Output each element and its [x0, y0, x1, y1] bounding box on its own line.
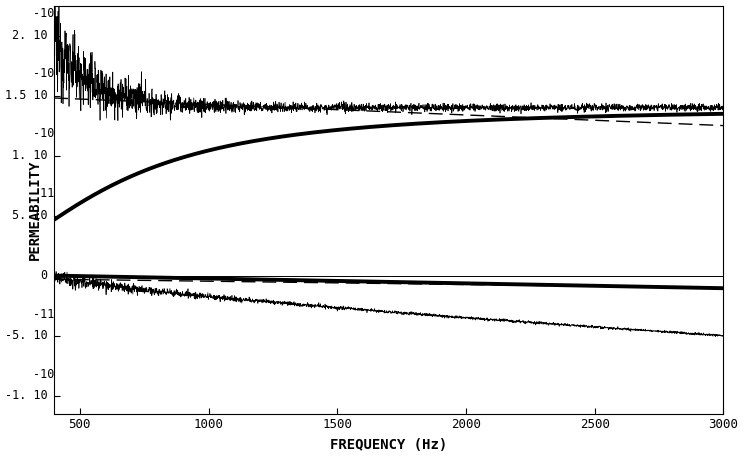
- Text: -5. 10: -5. 10: [4, 329, 48, 342]
- Text: -11: -11: [33, 307, 54, 321]
- Text: -10: -10: [33, 67, 54, 81]
- Text: 5. 10: 5. 10: [12, 209, 48, 222]
- Text: 1.5 10: 1.5 10: [4, 89, 48, 102]
- X-axis label: FREQUENCY (Hz): FREQUENCY (Hz): [330, 438, 447, 453]
- Text: -1. 10: -1. 10: [4, 389, 48, 402]
- Text: 2. 10: 2. 10: [12, 29, 48, 42]
- Text: 0: 0: [40, 269, 48, 282]
- Text: -11: -11: [33, 187, 54, 201]
- Text: -10: -10: [33, 7, 54, 21]
- Text: -10: -10: [33, 127, 54, 141]
- Text: 1. 10: 1. 10: [12, 149, 48, 162]
- Y-axis label: PERMEABILITY: PERMEABILITY: [28, 159, 42, 260]
- Text: -10: -10: [33, 367, 54, 381]
